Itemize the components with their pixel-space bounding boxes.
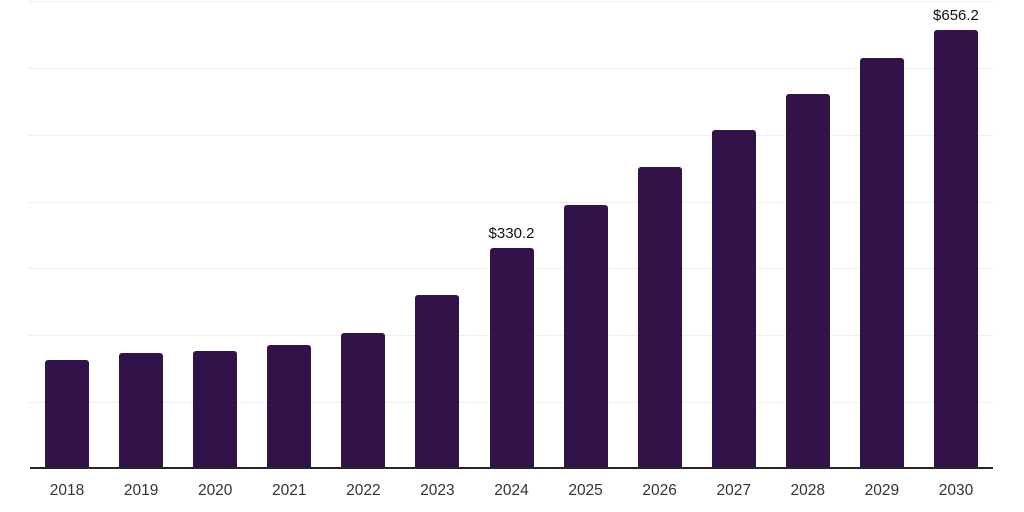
bar (711, 129, 756, 469)
bar (859, 58, 904, 469)
gridline (28, 134, 993, 136)
bar (415, 295, 460, 469)
x-axis: 2018 2019 2020 2021 2022 2023 2024 2025 2026 2027… (30, 481, 993, 505)
x-tick-label: 2025 (568, 482, 603, 499)
x-axis-line (30, 467, 993, 469)
x-tick-label: 2028 (790, 482, 826, 499)
bar (45, 359, 90, 469)
bar (637, 167, 682, 469)
gridline (28, 1, 993, 2)
x-tick-label: 2023 (420, 482, 455, 499)
bar (933, 30, 978, 469)
x-tick-label: 2021 (272, 482, 307, 499)
x-tick-label: 2024 (494, 482, 529, 499)
x-tick-label: 2027 (716, 482, 751, 499)
bar (563, 205, 608, 469)
x-tick-label: 2030 (938, 482, 974, 499)
plot-area: $330.2 $656.2 (28, 0, 993, 469)
gridline (28, 67, 993, 69)
bar (193, 351, 238, 469)
x-tick-label: 2019 (123, 482, 159, 499)
x-tick-label: 2020 (197, 482, 233, 499)
x-tick-label: 2026 (642, 482, 677, 499)
bar (785, 94, 830, 469)
gridline (28, 201, 993, 203)
bar-value-label: $330.2 (488, 225, 535, 243)
bar-value-label: $656.2 (933, 7, 979, 25)
bar (489, 248, 534, 469)
bar (341, 333, 386, 469)
bar (267, 344, 312, 469)
bar (119, 353, 164, 469)
x-tick-label: 2029 (864, 482, 900, 499)
x-tick-label: 2018 (49, 482, 85, 499)
x-tick-label: 2022 (346, 482, 381, 499)
